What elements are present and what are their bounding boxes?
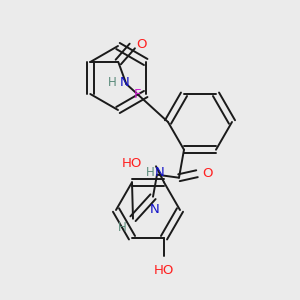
Text: N: N	[119, 76, 129, 88]
Text: HO: HO	[122, 157, 142, 170]
Text: O: O	[202, 167, 212, 180]
Text: N: N	[150, 203, 160, 216]
Text: H: H	[118, 221, 127, 234]
Text: H: H	[146, 166, 155, 179]
Text: O: O	[136, 38, 147, 50]
Text: H: H	[107, 76, 116, 88]
Text: F: F	[134, 88, 142, 100]
Text: N: N	[155, 166, 165, 179]
Text: HO: HO	[154, 264, 174, 277]
